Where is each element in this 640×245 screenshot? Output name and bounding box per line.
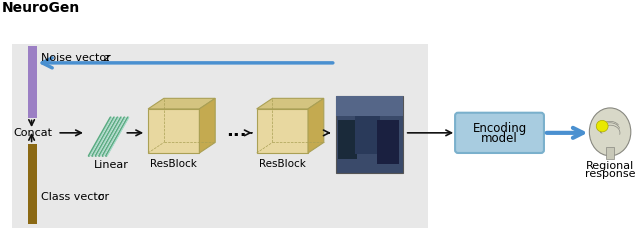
Polygon shape bbox=[200, 98, 215, 153]
Text: z: z bbox=[102, 53, 109, 63]
Polygon shape bbox=[148, 98, 215, 109]
Text: ...: ... bbox=[227, 122, 247, 140]
Bar bbox=[12, 44, 428, 228]
FancyBboxPatch shape bbox=[455, 113, 544, 153]
Text: Noise vector: Noise vector bbox=[42, 53, 115, 63]
Text: Concat: Concat bbox=[14, 128, 53, 138]
Text: response: response bbox=[585, 169, 636, 179]
Ellipse shape bbox=[589, 108, 631, 156]
Text: Class vector: Class vector bbox=[42, 192, 113, 202]
Bar bbox=[28, 46, 36, 118]
Text: ResBlock: ResBlock bbox=[259, 159, 306, 169]
Bar bbox=[335, 97, 403, 116]
Text: Regional: Regional bbox=[586, 161, 634, 171]
Text: ResBlock: ResBlock bbox=[150, 159, 197, 169]
Text: model: model bbox=[481, 132, 518, 145]
Bar bbox=[28, 144, 36, 224]
Text: Encoding: Encoding bbox=[472, 122, 527, 135]
Bar bbox=[338, 120, 357, 159]
Polygon shape bbox=[257, 109, 308, 153]
Polygon shape bbox=[257, 98, 324, 109]
Text: Linear: Linear bbox=[94, 160, 129, 170]
Bar bbox=[606, 147, 614, 159]
Text: c: c bbox=[98, 192, 104, 202]
Ellipse shape bbox=[596, 120, 608, 132]
Text: NeuroGen: NeuroGen bbox=[2, 1, 80, 15]
Bar bbox=[355, 106, 380, 154]
Polygon shape bbox=[308, 98, 324, 153]
Bar bbox=[377, 120, 399, 163]
Polygon shape bbox=[148, 109, 200, 153]
Bar bbox=[335, 97, 403, 173]
